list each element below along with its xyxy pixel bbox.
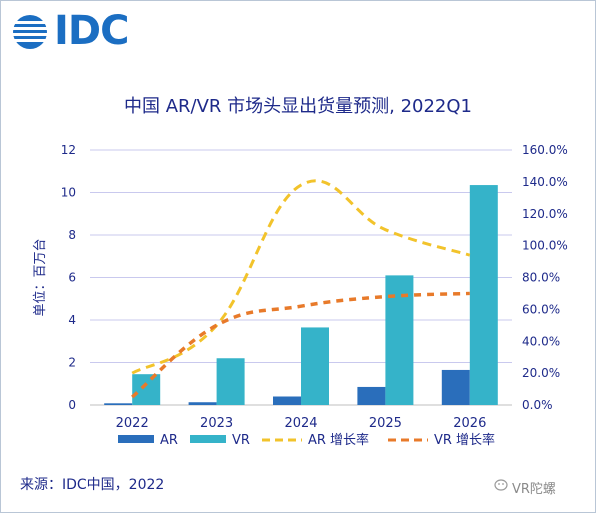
bar-vr [469, 185, 498, 405]
y-tick-label: 10 [61, 186, 76, 200]
bar-ar [104, 403, 133, 405]
y2-tick-label: 80.0% [522, 271, 560, 285]
bar-ar [273, 396, 301, 405]
watermark: VR陀螺 [512, 482, 556, 497]
y-tick-label: 6 [68, 271, 76, 285]
x-tick-label: 2024 [284, 416, 317, 431]
logo-text: IDC [54, 8, 129, 54]
ar-growth-line [131, 179, 471, 375]
y2-tick-label: 140.0% [522, 175, 568, 189]
y-tick-label: 0 [68, 398, 76, 412]
wechat-icon [494, 479, 508, 491]
legend-ar-swatch [118, 435, 154, 443]
legend-ar-growth-label: AR 增长率 [308, 432, 369, 448]
x-tick-label: 2023 [200, 416, 233, 431]
y2-tick-label: 20.0% [522, 366, 560, 380]
y-axis-label: 单位：百万台 [33, 238, 48, 316]
x-tick-label: 2025 [369, 416, 402, 431]
bar-ar [188, 402, 217, 405]
bar-ar [441, 369, 470, 405]
legend-vr-swatch [190, 435, 226, 443]
y2-tick-label: 0.0% [522, 398, 553, 412]
source-note: 来源：IDC中国，2022 [20, 477, 165, 493]
bar-vr [216, 358, 245, 405]
y-tick-label: 12 [61, 143, 76, 157]
y-tick-label: 8 [68, 228, 76, 242]
y-tick-label: 2 [68, 356, 76, 370]
bar-vr [132, 374, 161, 405]
legend-ar-label: AR [160, 433, 178, 448]
y-tick-label: 4 [68, 313, 76, 327]
chart-title: 中国 AR/VR 市场头显出货量预测, 2022Q1 [123, 96, 473, 117]
y2-tick-label: 100.0% [522, 239, 568, 253]
legend-vr-growth-label: VR 增长率 [434, 432, 495, 448]
legend-vr-label: VR [232, 433, 250, 448]
y2-tick-label: 60.0% [522, 302, 560, 316]
bar-vr [301, 327, 329, 405]
bar-ar [357, 386, 386, 405]
x-tick-label: 2022 [116, 416, 149, 431]
y2-tick-label: 40.0% [522, 334, 560, 348]
globe-icon [13, 15, 47, 49]
idc-logo: IDC [12, 8, 142, 56]
x-tick-label: 2026 [453, 416, 486, 431]
y2-tick-label: 160.0% [522, 143, 568, 157]
vr-growth-line [131, 291, 470, 399]
y2-tick-label: 120.0% [522, 207, 568, 221]
